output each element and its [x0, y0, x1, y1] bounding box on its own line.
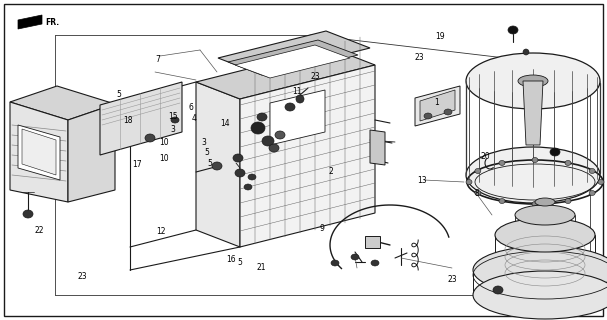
Text: 20: 20 — [481, 152, 490, 161]
Ellipse shape — [515, 205, 575, 225]
Text: FR.: FR. — [45, 18, 59, 27]
Polygon shape — [196, 48, 375, 99]
Text: 3: 3 — [201, 138, 206, 147]
Ellipse shape — [233, 154, 243, 162]
Ellipse shape — [235, 169, 245, 177]
Text: 23: 23 — [447, 276, 457, 284]
Text: 23: 23 — [77, 272, 87, 281]
Polygon shape — [370, 130, 385, 165]
Text: 5: 5 — [204, 148, 209, 156]
Polygon shape — [100, 82, 182, 155]
Ellipse shape — [473, 246, 607, 294]
Text: 23: 23 — [311, 72, 320, 81]
Polygon shape — [10, 86, 115, 120]
Polygon shape — [196, 82, 240, 247]
Ellipse shape — [444, 109, 452, 115]
Polygon shape — [523, 81, 543, 145]
Text: 7: 7 — [155, 55, 160, 64]
Text: 1: 1 — [435, 98, 439, 107]
Ellipse shape — [269, 144, 279, 152]
Ellipse shape — [589, 169, 595, 173]
Ellipse shape — [523, 49, 529, 55]
Polygon shape — [420, 90, 455, 121]
Ellipse shape — [351, 254, 359, 260]
Ellipse shape — [493, 286, 503, 294]
Ellipse shape — [550, 148, 560, 156]
Ellipse shape — [466, 180, 472, 185]
Text: 3: 3 — [171, 125, 175, 134]
Text: 6: 6 — [189, 103, 194, 112]
Text: 22: 22 — [35, 226, 44, 235]
Ellipse shape — [499, 198, 505, 204]
Text: 5: 5 — [207, 159, 212, 168]
Polygon shape — [218, 31, 370, 75]
Text: 8: 8 — [474, 189, 479, 198]
Polygon shape — [18, 125, 60, 180]
Polygon shape — [235, 45, 350, 78]
Ellipse shape — [475, 190, 481, 196]
Text: 23: 23 — [414, 53, 424, 62]
Ellipse shape — [508, 26, 518, 34]
Ellipse shape — [23, 210, 33, 218]
Ellipse shape — [475, 169, 481, 173]
Ellipse shape — [598, 180, 604, 185]
Ellipse shape — [532, 157, 538, 163]
Text: 9: 9 — [319, 224, 324, 233]
Ellipse shape — [535, 198, 555, 206]
Polygon shape — [228, 40, 358, 77]
Text: 4: 4 — [192, 114, 197, 123]
Ellipse shape — [331, 260, 339, 266]
Ellipse shape — [473, 271, 607, 319]
Bar — [365, 236, 380, 248]
Ellipse shape — [518, 75, 548, 87]
Polygon shape — [18, 15, 42, 29]
Polygon shape — [68, 104, 115, 202]
Ellipse shape — [244, 184, 252, 190]
Polygon shape — [10, 102, 68, 202]
Ellipse shape — [589, 190, 595, 196]
Ellipse shape — [212, 162, 222, 170]
Text: 11: 11 — [293, 87, 302, 96]
Polygon shape — [270, 90, 325, 145]
Polygon shape — [415, 86, 460, 126]
Text: 18: 18 — [123, 116, 132, 124]
Text: 21: 21 — [256, 263, 266, 272]
Ellipse shape — [424, 113, 432, 119]
Ellipse shape — [466, 53, 600, 109]
Text: 17: 17 — [132, 160, 141, 169]
Ellipse shape — [565, 198, 571, 204]
Text: 5: 5 — [237, 258, 242, 267]
Polygon shape — [22, 129, 56, 175]
Ellipse shape — [257, 113, 267, 121]
Ellipse shape — [532, 202, 538, 206]
Ellipse shape — [248, 174, 256, 180]
Text: 16: 16 — [226, 255, 236, 264]
Ellipse shape — [466, 147, 600, 203]
Ellipse shape — [262, 136, 274, 146]
Ellipse shape — [565, 160, 571, 165]
Ellipse shape — [275, 131, 285, 139]
Text: 15: 15 — [168, 112, 178, 121]
Ellipse shape — [296, 95, 304, 103]
Text: 12: 12 — [156, 228, 166, 236]
Text: 2: 2 — [328, 167, 333, 176]
Ellipse shape — [145, 134, 155, 142]
Ellipse shape — [499, 160, 505, 165]
Polygon shape — [240, 65, 375, 247]
Ellipse shape — [495, 218, 595, 252]
Ellipse shape — [251, 122, 265, 134]
Text: 10: 10 — [159, 154, 169, 163]
Ellipse shape — [171, 117, 179, 123]
Ellipse shape — [285, 103, 295, 111]
Text: 14: 14 — [220, 119, 229, 128]
Text: 10: 10 — [159, 138, 169, 147]
Text: 13: 13 — [417, 176, 427, 185]
Text: 5: 5 — [116, 90, 121, 99]
Ellipse shape — [371, 260, 379, 266]
Text: 19: 19 — [435, 32, 445, 41]
